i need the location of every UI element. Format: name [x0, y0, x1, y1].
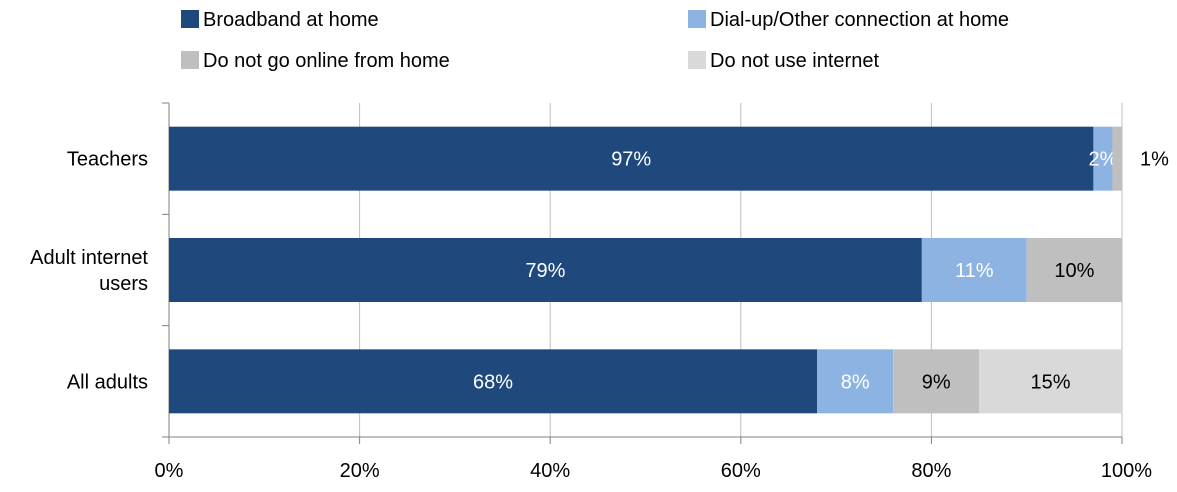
data-label-2-1: 8%: [841, 371, 870, 393]
legend-label-3: Do not use internet: [710, 50, 879, 72]
x-tick-label-0: 0%: [155, 460, 184, 482]
data-label-1-1: 11%: [955, 260, 994, 282]
bar-segment-0-0: [169, 126, 1094, 191]
legend-swatch-2: [181, 51, 199, 69]
bar-segment-1-1: [921, 238, 1027, 302]
legend-label-1: Dial-up/Other connection at home: [710, 9, 1009, 31]
data-label-0-0: 97%: [611, 149, 651, 171]
legend-swatch-3: [688, 51, 706, 69]
category-label-2-0: All adults: [67, 371, 148, 393]
bar-segment-2-0: [169, 349, 818, 414]
bar-segment-0-1: [1093, 126, 1113, 191]
bar-segment-1-0: [169, 238, 922, 302]
legend-swatch-1: [688, 10, 706, 28]
legend-label-2: Do not go online from home: [203, 50, 450, 72]
data-label-2-3: 15%: [1031, 371, 1071, 393]
x-tick-label-3: 60%: [721, 460, 761, 482]
category-label-1-0: Adult internet: [30, 247, 148, 269]
x-tick-label-2: 40%: [530, 460, 570, 482]
bar-segment-2-2: [893, 349, 980, 414]
category-label-1-1: users: [99, 273, 148, 295]
bar-segment-1-2: [1026, 238, 1122, 302]
data-label-1-0: 79%: [525, 260, 565, 282]
legend-label-0: Broadband at home: [203, 9, 379, 31]
x-tick-label-4: 80%: [911, 460, 951, 482]
bar-segment-0-2: [1112, 126, 1122, 191]
data-label-0-2: 1%: [1140, 149, 1169, 171]
category-label-0-0: Teachers: [67, 149, 148, 171]
bar-segment-2-1: [817, 349, 894, 414]
data-label-2-0: 68%: [473, 371, 513, 393]
data-label-0-1: 2%: [1088, 149, 1117, 171]
x-tick-label-1: 20%: [340, 460, 380, 482]
data-label-2-2: 9%: [922, 371, 951, 393]
legend-swatch-0: [181, 10, 199, 28]
bar-segment-2-3: [979, 349, 1122, 414]
data-label-1-2: 10%: [1054, 260, 1094, 282]
x-tick-label-5: 100%: [1101, 460, 1152, 482]
